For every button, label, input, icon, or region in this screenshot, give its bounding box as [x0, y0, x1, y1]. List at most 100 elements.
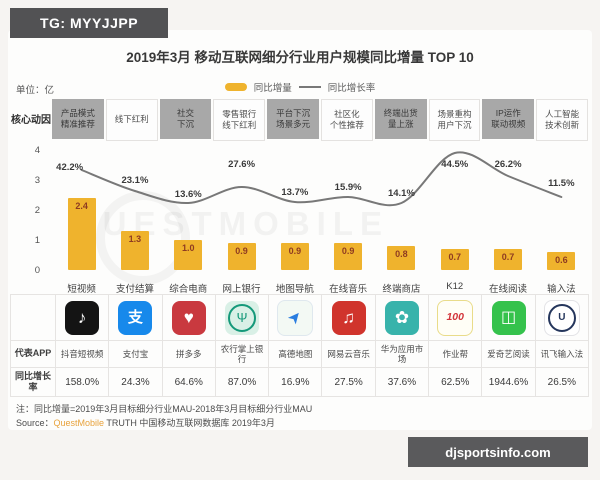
growth-rate-label-2: 23.1% — [121, 175, 149, 186]
core-driver-5: 平台下沉 场景多元 — [267, 99, 319, 139]
core-driver-7: 终端出货 量上涨 — [374, 99, 427, 139]
iqiyi-reading-icon-glyph: ◫ — [500, 308, 517, 326]
growth-row-label: 同比增长率 — [11, 368, 56, 397]
huawei-appmarket-icon-glyph: ✿ — [394, 308, 410, 327]
app-row-label: 代表APP — [11, 341, 56, 368]
chart-column-9: 0.7 在线阅读 — [481, 150, 534, 295]
zuoyebang-icon-glyph: 100 — [446, 311, 464, 324]
app-icon-cell: ✿ — [375, 295, 430, 341]
chart-column-10: 0.6 输入法 — [535, 150, 588, 295]
core-driver-9: IP运作 联动视频 — [482, 99, 535, 139]
site-watermark-badge: djsportsinfo.com — [408, 437, 588, 467]
amap-icon: ➤ — [277, 299, 314, 336]
app-name-cell: 高德地图 — [269, 341, 323, 368]
growth-rate-label-10: 11.5% — [548, 178, 575, 189]
bar-地图导航: 0.9 — [280, 243, 309, 270]
core-driver-6: 社区化 个性推荐 — [320, 99, 373, 141]
zuoyebang-icon: 100 — [437, 299, 474, 336]
app-icon-cell: U — [535, 295, 589, 341]
chart-legend: 同比增量 同比增长率 — [0, 80, 600, 94]
app-growth-cell: 27.5% — [322, 368, 376, 397]
category-label: 地图导航 — [275, 284, 314, 295]
line-legend-swatch — [298, 86, 321, 88]
core-driver-1: 产品模式 精准推荐 — [52, 99, 104, 139]
category-label: 支付结算 — [115, 284, 154, 295]
source-rest: TRUTH 中国移动互联网数据库 2019年3月 — [104, 418, 275, 428]
y-axis-tick-2: 2 — [34, 205, 40, 216]
pinduoduo-icon-glyph: ♥ — [183, 308, 194, 327]
app-icon-cell: 支 — [109, 295, 163, 341]
iqiyi-reading-icon: ◫ — [491, 300, 526, 335]
growth-rate-label-3: 13.6% — [174, 189, 202, 200]
chart-title: 2019年3月 移动互联网细分行业用户规模同比增量 TOP 10 — [126, 50, 474, 65]
chart-column-2: 1.3 支付结算 — [108, 150, 161, 295]
chart-column-6: 0.9 在线音乐 — [322, 150, 375, 295]
app-name-cell: 华为应用市场 — [375, 341, 430, 368]
footnote: 注：同比增量=2019年3月目标细分行业MAU-2018年3月目标细分行业MAU — [16, 404, 313, 414]
app-growth-cell: 62.5% — [429, 368, 483, 397]
iflytek-input-icon-glyph: U — [547, 303, 576, 332]
source-brand: QuestMobile — [53, 418, 105, 428]
abc-bank-icon-glyph: Ψ — [236, 310, 248, 325]
core-driver-2: 线下红利 — [105, 99, 158, 141]
representative-apps-table: ♪ 支 ♥ Ψ ➤ ♫ ✿ 100 ◫ U 代表APP 抖音短视频 支付宝 拼多多 农行掌上银行 高德地图 网易… — [10, 294, 589, 397]
app-icon-cell: ♥ — [162, 295, 216, 341]
app-growth-cell: 26.5% — [535, 368, 589, 397]
app-growth-cell: 24.3% — [109, 368, 163, 397]
bar-value: 2.4 — [75, 201, 88, 211]
app-growth-cell: 37.6% — [375, 368, 430, 397]
bar-终端商店: 0.8 — [387, 246, 416, 270]
line-legend-label: 同比增长率 — [327, 83, 376, 94]
netease-music-icon-glyph: ♫ — [342, 308, 356, 327]
bar-value: 0.9 — [235, 246, 248, 256]
source-prefix: Source： — [16, 418, 54, 428]
alipay-icon: 支 — [118, 300, 153, 335]
unit-label: 单位：亿 — [16, 85, 55, 96]
pinduoduo-icon: ♥ — [171, 300, 206, 335]
y-axis-tick-0: 0 — [34, 265, 40, 276]
iflytek-input-icon: U — [543, 299, 580, 336]
core-drivers-boxes: 产品模式 精准推荐 线下红利 社交 下沉 零售银行 线下红利 平台下沉 场景多元 社区化 个性推荐终… — [52, 99, 588, 141]
chart-column-7: 0.8 终端商店 — [375, 150, 428, 295]
douyin-icon: ♪ — [65, 300, 100, 335]
core-driver-8: 场景重构 用户下沉 — [428, 99, 481, 141]
core-drivers-row-label: 核心动因 — [11, 114, 51, 126]
growth-rate-label-9: 26.2% — [494, 159, 522, 170]
category-label: 终端商店 — [382, 284, 421, 295]
chart-column-8: 0.7 K12 — [428, 150, 481, 292]
app-growth-cell: 16.9% — [269, 368, 323, 397]
alipay-icon-glyph: 支 — [127, 309, 143, 326]
bar-短视频: 2.4 — [67, 198, 96, 270]
apps-icon-row-corner — [11, 295, 56, 341]
category-label: 短视频 — [67, 284, 96, 295]
y-axis-tick-1: 1 — [34, 235, 40, 246]
category-label: 在线音乐 — [329, 284, 368, 295]
core-driver-3: 社交 下沉 — [159, 99, 212, 139]
bar-网上银行: 0.9 — [227, 243, 256, 270]
bar-综合电商: 1.0 — [174, 240, 203, 270]
app-icon-cell: ♫ — [322, 295, 376, 341]
app-growth-cell: 64.6% — [162, 368, 216, 397]
app-icon-cell: ◫ — [482, 295, 536, 341]
app-name-cell: 作业帮 — [429, 341, 483, 368]
chart-column-3: 1.0 综合电商 — [162, 150, 215, 295]
bar-legend-swatch — [224, 83, 247, 91]
category-label: 在线阅读 — [489, 284, 528, 295]
app-icon-cell: Ψ — [215, 295, 270, 341]
chart-column-1: 2.4 短视频 — [55, 150, 108, 295]
bar-在线音乐: 0.9 — [334, 243, 363, 270]
app-name-cell: 爱奇艺阅读 — [482, 341, 536, 368]
amap-icon-glyph: ➤ — [284, 306, 306, 328]
growth-rate-label-6: 15.9% — [334, 182, 362, 193]
bar-在线阅读: 0.7 — [494, 249, 523, 270]
growth-rate-label-8: 44.5% — [441, 159, 469, 170]
chart-column-5: 0.9 地图导航 — [268, 150, 321, 295]
core-driver-4: 零售银行 线下红利 — [213, 99, 266, 141]
app-name-cell: 农行掌上银行 — [215, 341, 270, 368]
abc-bank-icon-glyph: Ψ — [228, 303, 257, 332]
y-axis-tick-3: 3 — [34, 175, 40, 186]
bar-value: 0.9 — [341, 246, 355, 256]
app-icon-cell: ➤ — [269, 295, 323, 341]
huawei-appmarket-icon: ✿ — [384, 300, 419, 335]
